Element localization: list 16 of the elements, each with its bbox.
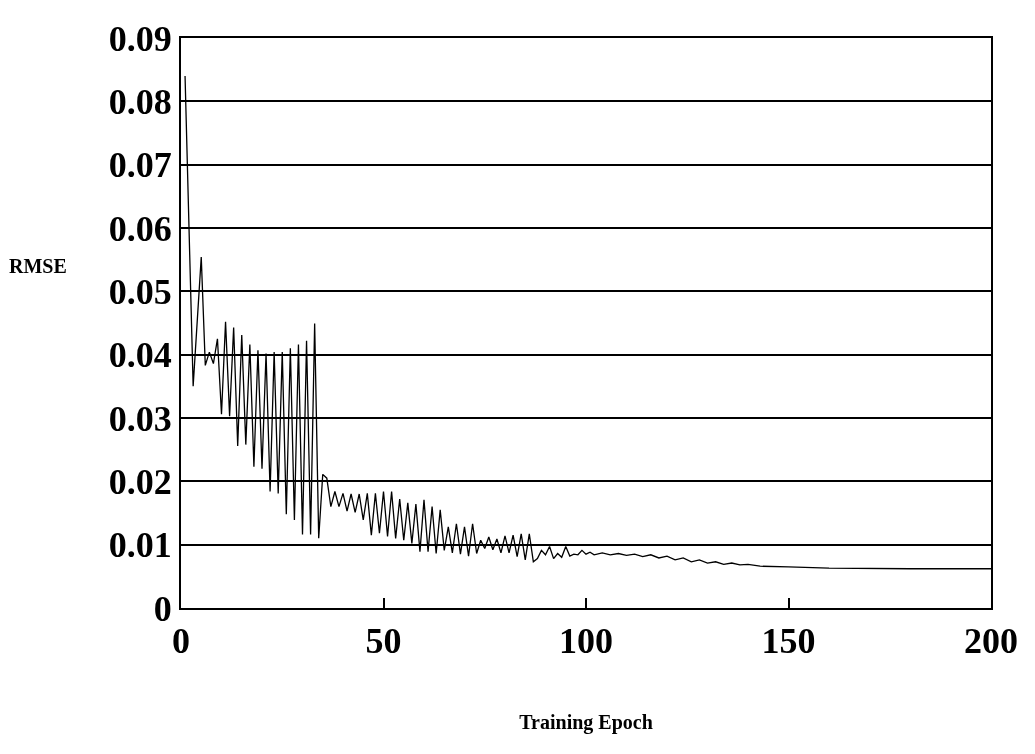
x-tick-label: 150 bbox=[761, 621, 816, 662]
y-tick-label: 0.02 bbox=[108, 461, 172, 502]
x-axis-title: Training Epoch bbox=[519, 711, 653, 735]
y-tick-label: 0.07 bbox=[108, 145, 172, 186]
x-tick-label: 50 bbox=[365, 621, 402, 662]
y-tick-label: 0.08 bbox=[108, 81, 172, 122]
y-tick-label: 0.01 bbox=[108, 525, 172, 566]
y-tick-label: 0 bbox=[153, 588, 172, 629]
y-tick-label: 0.03 bbox=[108, 398, 172, 439]
y-tick-label: 0.06 bbox=[108, 208, 172, 249]
x-tick-label: 200 bbox=[964, 621, 1018, 662]
y-tick-label: 0.09 bbox=[108, 18, 172, 59]
y-axis-title: RMSE bbox=[9, 255, 67, 277]
y-tick-label: 0.04 bbox=[108, 335, 172, 376]
y-tick-label: 0.05 bbox=[108, 271, 172, 312]
x-tick-label: 100 bbox=[559, 621, 613, 662]
